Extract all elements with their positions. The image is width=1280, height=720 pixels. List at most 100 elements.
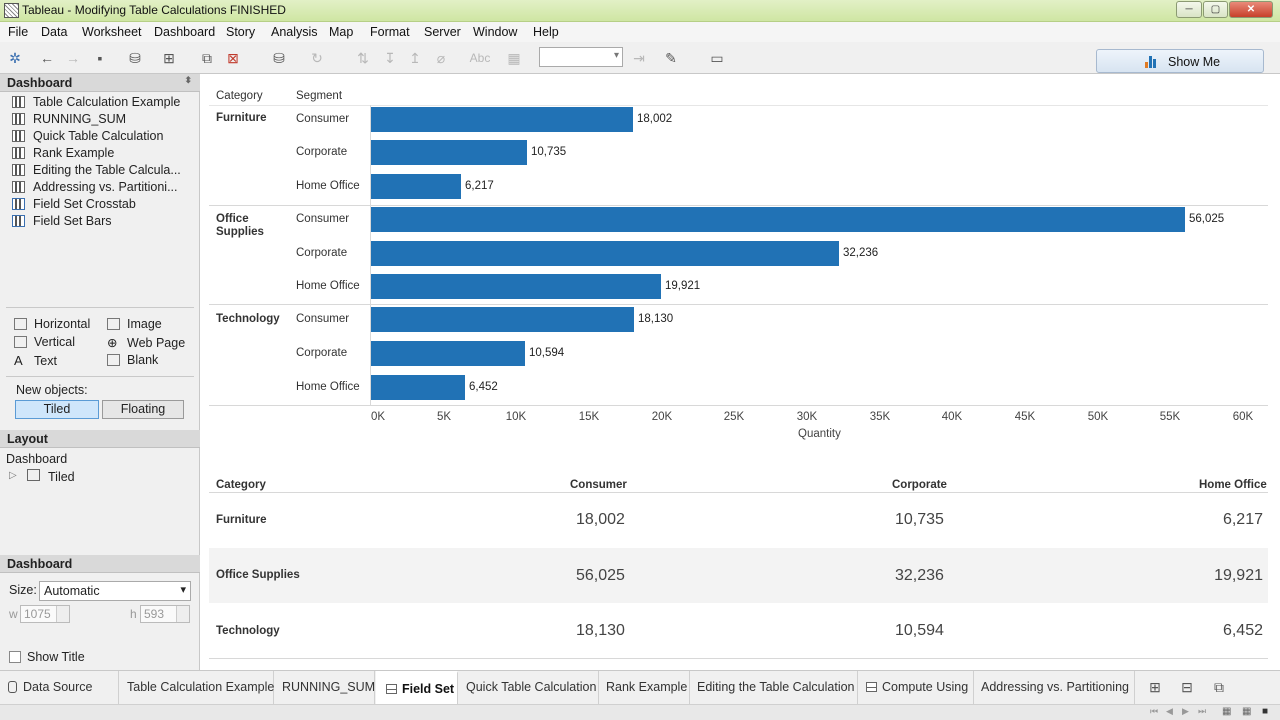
tab-compute-using[interactable]: Compute Using (859, 671, 974, 704)
new-worksheet-tab-icon[interactable]: ⊞ (1149, 679, 1161, 695)
fit-dropdown[interactable] (539, 47, 623, 67)
bar-mark[interactable] (371, 341, 525, 366)
tab-table-calculation-example[interactable]: Table Calculation Example (120, 671, 274, 704)
next-sheet-icon[interactable]: ▶ (1182, 706, 1189, 716)
bar-mark[interactable] (371, 174, 461, 199)
bar-mark[interactable] (371, 274, 661, 299)
segment-column-header[interactable]: Segment (296, 90, 343, 102)
height-spinner[interactable]: 593 (140, 605, 190, 623)
new-data-source-icon[interactable]: ⛁ (129, 50, 141, 66)
object-vertical[interactable]: Vertical (14, 335, 75, 351)
object-web-page[interactable]: ⊕ Web Page (107, 335, 185, 351)
tab-addressing-vs-partitioning[interactable]: Addressing vs. Partitioning (975, 671, 1135, 704)
pause-updates-icon[interactable]: ⛁ (273, 50, 285, 66)
maximize-button[interactable]: ▢ (1203, 1, 1228, 18)
show-tabs-icon[interactable]: ■ (1262, 706, 1269, 717)
tab-rank-example[interactable]: Rank Example (600, 671, 690, 704)
menu-dashboard[interactable]: Dashboard (154, 25, 216, 39)
segment-label[interactable]: Consumer (296, 113, 350, 125)
highlight-pen-icon[interactable]: ✎ (665, 50, 677, 66)
segment-label[interactable]: Home Office (296, 180, 360, 192)
object-image[interactable]: Image (107, 317, 162, 333)
refresh-icon[interactable]: ↻ (311, 50, 323, 66)
bar-mark[interactable] (371, 140, 527, 165)
presentation-mode-icon[interactable]: ▭ (710, 50, 724, 66)
redo-icon[interactable]: → (66, 50, 80, 66)
size-dropdown[interactable]: Automatic (39, 581, 191, 601)
show-me-button[interactable]: Show Me (1096, 49, 1264, 73)
new-dashboard-tab-icon[interactable]: ⊟ (1181, 679, 1193, 695)
menu-analysis[interactable]: Analysis (271, 25, 318, 39)
segment-label[interactable]: Home Office (296, 381, 360, 393)
menu-server[interactable]: Server (424, 25, 461, 39)
show-sheet-sorter-icon[interactable]: ▦ (1242, 706, 1252, 717)
layout-tree-root[interactable]: Dashboard (6, 452, 68, 466)
object-horizontal[interactable]: Horizontal (14, 317, 90, 333)
last-sheet-icon[interactable]: ⏭ (1198, 706, 1207, 716)
menu-file[interactable]: File (8, 25, 29, 39)
tab-data-source[interactable]: Data Source (0, 671, 119, 704)
sort-ascending-icon[interactable]: ↧ (384, 50, 396, 66)
width-spinner[interactable]: 1075 (20, 605, 70, 623)
segment-label[interactable]: Corporate (296, 247, 348, 259)
tab-editing-the-table-calculation[interactable]: Editing the Table Calculation (691, 671, 858, 704)
prev-sheet-icon[interactable]: ◀ (1166, 706, 1173, 716)
menu-data[interactable]: Data (41, 25, 68, 39)
category-label[interactable]: Technology (216, 313, 280, 326)
expand-arrow-icon[interactable]: ▷ (9, 470, 17, 481)
table-header-category[interactable]: Category (216, 479, 266, 491)
sheet-item-rank-example[interactable]: Rank Example (12, 146, 114, 163)
new-worksheet-icon[interactable]: ⊞ (163, 50, 175, 66)
duplicate-sheet-icon[interactable]: ⧉ (202, 50, 212, 66)
fit-icon[interactable]: ▦ (507, 50, 521, 66)
bar-mark[interactable] (371, 207, 1185, 232)
object-blank[interactable]: Blank (107, 353, 158, 369)
bar-mark[interactable] (371, 375, 465, 400)
bar-mark[interactable] (371, 241, 839, 266)
tab-field-set[interactable]: Field Set (376, 671, 458, 704)
sheet-item-running-sum[interactable]: RUNNING_SUM (12, 112, 126, 129)
table-header-home-office[interactable]: Home Office (1199, 479, 1267, 491)
category-label[interactable]: Furniture (216, 112, 266, 125)
fix-axes-icon[interactable]: ⇥ (633, 50, 645, 66)
sheet-item-quick-table-calculation[interactable]: Quick Table Calculation (12, 129, 163, 146)
sheet-item-field-set-bars[interactable]: Field Set Bars (12, 214, 112, 231)
pane-menu-icon[interactable]: ⬍ (184, 75, 192, 85)
close-button[interactable]: ✕ (1229, 1, 1273, 18)
sheet-item-field-set-crosstab[interactable]: Field Set Crosstab (12, 197, 136, 214)
tableau-logo-icon[interactable]: ✲ (9, 50, 21, 66)
sort-descending-icon[interactable]: ↥ (409, 50, 421, 66)
segment-label[interactable]: Consumer (296, 313, 350, 325)
clear-sheet-icon[interactable]: ⊠ (227, 50, 239, 66)
sheet-item-table-calculation-example[interactable]: Table Calculation Example (12, 95, 180, 112)
sheet-item-addressing-vs-partitioning[interactable]: Addressing vs. Partitioni... (12, 180, 178, 197)
menu-window[interactable]: Window (473, 25, 518, 39)
segment-label[interactable]: Consumer (296, 213, 350, 225)
table-header-corporate[interactable]: Corporate (892, 479, 947, 491)
bar-mark[interactable] (371, 307, 634, 332)
object-text[interactable]: A Text (14, 353, 57, 369)
first-sheet-icon[interactable]: ⏮ (1150, 706, 1159, 716)
minimize-button[interactable]: ─ (1176, 1, 1202, 18)
group-members-icon[interactable]: ⌀ (436, 50, 446, 66)
table-header-consumer[interactable]: Consumer (570, 479, 627, 491)
category-column-header[interactable]: Category (216, 90, 263, 102)
menu-worksheet[interactable]: Worksheet (82, 25, 142, 39)
tiled-toggle[interactable]: Tiled (15, 400, 99, 419)
menu-story[interactable]: Story (226, 25, 256, 39)
menu-map[interactable]: Map (329, 25, 354, 39)
menu-format[interactable]: Format (370, 25, 410, 39)
menu-help[interactable]: Help (533, 25, 559, 39)
swap-icon[interactable]: ⇅ (357, 50, 369, 66)
save-icon[interactable]: ▪ (97, 50, 103, 66)
sheet-item-editing-table-calculation[interactable]: Editing the Table Calcula... (12, 163, 181, 180)
segment-label[interactable]: Home Office (296, 280, 360, 292)
show-filmstrip-icon[interactable]: ▦ (1222, 706, 1232, 717)
show-mark-labels-icon[interactable]: Abc (469, 51, 491, 65)
show-title-checkbox[interactable] (9, 651, 21, 663)
floating-toggle[interactable]: Floating (102, 400, 184, 419)
new-story-tab-icon[interactable]: ⧉ (1214, 679, 1224, 695)
layout-tree-tiled[interactable]: Tiled (48, 470, 75, 484)
bar-mark[interactable] (371, 107, 633, 132)
category-label[interactable]: Office Supplies (216, 213, 264, 239)
